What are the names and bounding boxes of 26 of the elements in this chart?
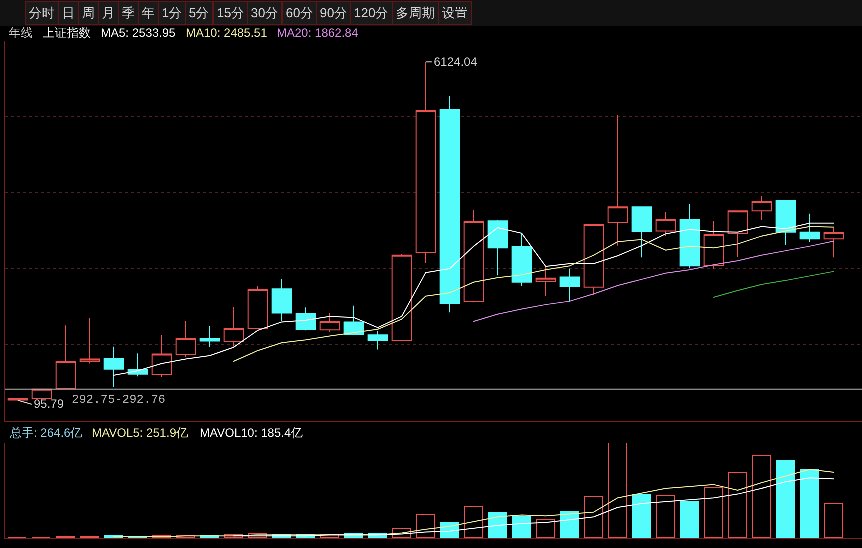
text: 30分: [250, 6, 278, 20]
text: 月: [102, 6, 115, 20]
text: MA10: 2485.51: [186, 26, 268, 40]
text: 60分: [286, 6, 314, 20]
annotation: 95.79: [34, 397, 64, 411]
ref-line-label: 292.75-292.76: [72, 393, 166, 407]
text: MA5: 2533.95: [101, 26, 176, 40]
text: MAVOL5: 251.9亿: [92, 426, 188, 440]
text: 15分: [216, 6, 244, 20]
text: MAVOL10: 185.4亿: [200, 426, 304, 440]
text: 120分: [354, 6, 389, 20]
text: 周: [82, 6, 95, 20]
text: 多周期: [396, 6, 435, 20]
text: 分时: [29, 6, 55, 20]
text: 1分: [162, 6, 182, 20]
text: 90分: [320, 6, 348, 20]
chart-subtitle: 上证指数: [43, 26, 91, 40]
text: 季: [122, 6, 135, 20]
chart-title: 总手: 264.6亿: [9, 426, 83, 440]
text: 年: [142, 6, 155, 20]
text: MA20: 1862.84: [277, 26, 359, 40]
text: 设置: [442, 6, 468, 20]
text: 日: [62, 6, 75, 20]
text: 5分: [188, 6, 210, 20]
chart-title: 年线: [9, 26, 33, 40]
annotation: 6124.04: [434, 55, 478, 69]
